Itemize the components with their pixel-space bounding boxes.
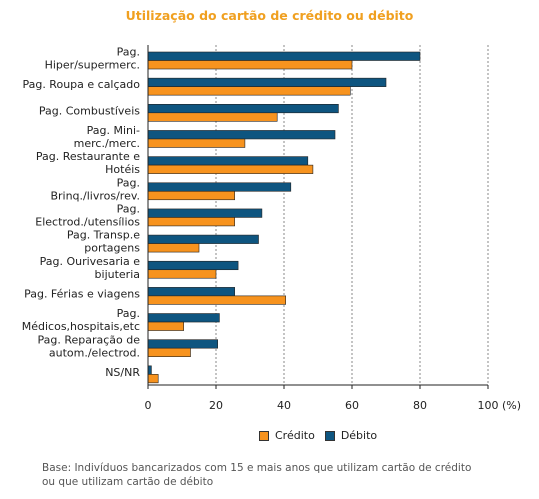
category-label: Pag. Combustíveis [39,104,140,117]
bar-debito [147,77,387,87]
bar-credito [147,86,351,96]
source-line-1: Base: Indivíduos bancarizados com 15 e m… [42,462,472,474]
x-tick-label: 0 [145,399,152,412]
bar-debito [147,260,239,271]
bar-credito [147,138,246,148]
bar-credito [147,243,200,253]
bar-debito [147,130,336,140]
legend-swatch-credito [259,430,269,441]
bar-credito [147,295,286,305]
category-label: Pag. Hiper/supermerc. [45,46,140,72]
legend-swatch-debito [324,430,335,441]
category-label: Pag. Ourivesaria e bijuteria [40,255,141,281]
x-axis-unit-label: (%) [502,399,521,412]
bar-debito [147,208,263,218]
bar-debito [147,156,309,166]
category-label: Pag. Transp.e portagens [67,229,140,255]
bar-credito [147,217,235,227]
bar-credito [147,374,159,384]
category-label: Pag. Restaurante e Hotéis [36,150,140,176]
legend-label-debito: Débito [340,429,378,442]
bar-debito [147,313,220,323]
bar-debito [147,234,259,244]
x-tick-label: 40 [277,399,291,412]
x-tick-label: 80 [413,399,427,412]
bar-chart: Pag. Hiper/supermerc. Pag. Roupa e calçado… [22,45,521,412]
bar-credito [147,347,191,357]
bar-debito [147,104,339,114]
category-label: Pag. Mini-merc./merc. [74,124,140,150]
legend: Crédito Débito [259,429,377,442]
bar-debito [147,287,235,297]
bar-credito [147,269,217,279]
category-label: NS/NR [105,366,140,379]
bar-credito [147,112,278,122]
source-line-2: ou que utilizam cartão de débito [42,476,214,488]
category-label: Pag. Reparação de autom./electrod. [37,333,140,359]
category-label: Pag. Médicos,hospitais,etc [22,307,140,333]
bar-credito [147,321,185,331]
category-label: Pag. Férias e viagens [24,287,140,300]
x-tick-label: 100 [478,399,499,412]
bar-debito [147,365,152,375]
category-label: Pag. Electrod./utensílios [35,203,140,229]
bar-credito [147,190,235,201]
category-label: Pag. Brinq./livros/rev. [50,176,140,202]
source-note: Base: Indivíduos bancarizados com 15 e m… [42,461,522,489]
category-label: Pag. Roupa e calçado [22,78,140,91]
bar-debito [147,182,292,192]
x-tick-label: 60 [345,399,359,412]
bar-debito [147,339,218,349]
bar-credito [147,60,353,70]
x-tick-label: 20 [209,399,223,412]
legend-label-credito: Crédito [275,429,315,442]
bar-debito [147,51,421,61]
bar-credito [147,164,314,174]
chart-title: Utilização do cartão de crédito ou débit… [125,8,414,23]
